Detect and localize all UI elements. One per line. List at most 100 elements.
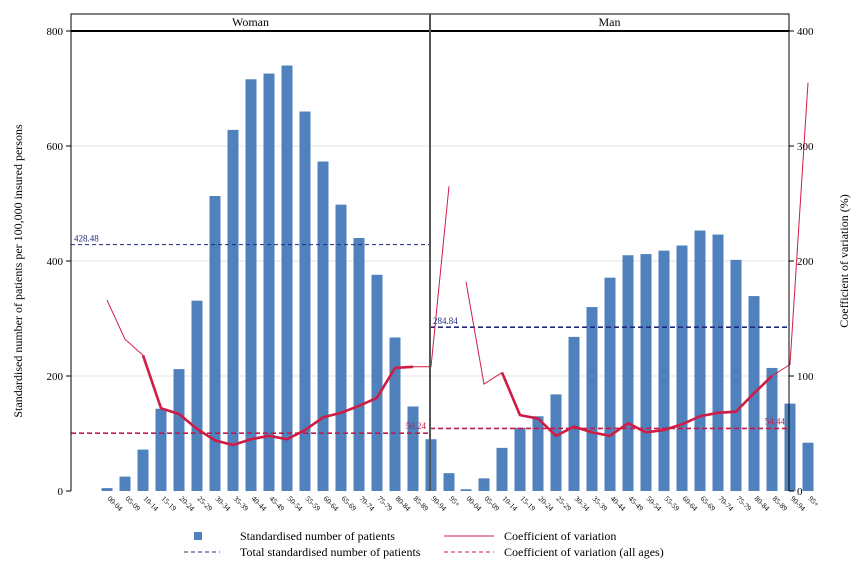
- cv-all-reference-label: 50.24: [406, 421, 427, 431]
- bar: [640, 254, 652, 491]
- bar: [119, 476, 131, 491]
- bars-layer: [101, 65, 814, 492]
- bar: [784, 403, 796, 491]
- bar: [371, 274, 383, 491]
- bar: [101, 488, 113, 491]
- bar: [730, 259, 742, 491]
- bar: [227, 129, 239, 491]
- bar: [514, 427, 526, 491]
- bar: [317, 161, 329, 491]
- x-tick-label: 05-09: [483, 494, 502, 513]
- bar: [443, 473, 455, 491]
- legend-label-cv: Coefficient of variation: [504, 529, 616, 543]
- x-tick-label: 50-54: [645, 494, 664, 513]
- y-left-axis-title: Standardised number of patients per 100,…: [11, 124, 25, 418]
- x-tick-label: 70-74: [717, 494, 736, 513]
- x-tick-label: 10-14: [142, 494, 161, 513]
- bar: [460, 489, 472, 491]
- frame-layer: [66, 13, 794, 492]
- bar: [281, 65, 293, 491]
- total-reference-label: 428.48: [74, 234, 99, 244]
- y-right-tick-label: 100: [797, 371, 814, 383]
- cv-line-thin: [771, 82, 809, 377]
- y-left-tick-label: 200: [47, 371, 64, 383]
- x-tick-label: 50-54: [286, 494, 305, 513]
- x-tick-label: 15-19: [160, 494, 179, 513]
- legend-label-total: Total standardised number of patients: [240, 545, 421, 559]
- x-tick-label: 25-29: [196, 494, 215, 513]
- total-reference-label: 284.84: [433, 316, 458, 326]
- cv-line-thin: [106, 299, 144, 356]
- y-left-tick-label: 600: [47, 141, 64, 153]
- cv-lines-layer: [106, 82, 809, 447]
- x-tick-label: 55-59: [663, 494, 682, 513]
- bar: [676, 245, 688, 491]
- bar: [802, 442, 814, 491]
- bar: [622, 255, 634, 491]
- panel-title: Man: [599, 15, 621, 29]
- bar: [766, 367, 778, 491]
- x-tick-label: 70-74: [358, 494, 377, 513]
- legend-label-cv_all: Coefficient of variation (all ages): [504, 545, 664, 559]
- bar: [478, 478, 490, 491]
- cv-line: [500, 372, 773, 438]
- x-tick-label: 55-59: [304, 494, 323, 513]
- x-tick-label: 40-44: [250, 494, 269, 513]
- x-tick-label: 00-04: [465, 494, 484, 513]
- x-tick-label: 80-84: [394, 494, 413, 513]
- x-tick-label: 85-89: [412, 494, 431, 513]
- x-tick-label: 45-49: [268, 494, 287, 513]
- y-left-tick-label: 0: [58, 486, 64, 498]
- bar: [658, 250, 670, 491]
- x-tick-label: 20-24: [178, 494, 197, 513]
- bar: [568, 336, 580, 491]
- x-tick-label: 65-69: [340, 494, 359, 513]
- bar: [335, 204, 347, 491]
- x-tick-label: 25-29: [555, 494, 574, 513]
- panel-title: Woman: [232, 15, 269, 29]
- cv-line-thin: [465, 281, 503, 385]
- bar: [586, 307, 598, 491]
- bar: [263, 73, 275, 492]
- bar: [173, 369, 185, 491]
- y-right-tick-label: 0: [797, 486, 803, 498]
- legend-swatch-patients: [194, 532, 202, 540]
- x-tick-label: 80-84: [753, 494, 772, 513]
- bar: [604, 277, 616, 491]
- y-right-axis-title: Coefficient of variation (%): [837, 194, 851, 327]
- x-tick-label: 85-89: [771, 494, 790, 513]
- y-right-tick-label: 200: [797, 256, 814, 268]
- legend-label-patients: Standardised number of patients: [240, 529, 395, 543]
- x-tick-label: 65-69: [699, 494, 718, 513]
- x-tick-label: 15-19: [519, 494, 538, 513]
- bar: [694, 230, 706, 491]
- cv-line: [141, 354, 414, 447]
- x-tick-label: 75-79: [376, 494, 395, 513]
- cv-all-reference-label: 54.44: [765, 416, 786, 426]
- bar: [191, 300, 203, 491]
- reference-lines-layer: 428.48 50.24 284.84 54.44: [71, 234, 789, 435]
- bar: [496, 447, 508, 491]
- x-tick-label: 75-79: [735, 494, 754, 513]
- x-tick-label: 35-39: [232, 494, 251, 513]
- bar: [389, 337, 401, 491]
- y-left-tick-label: 400: [47, 256, 64, 268]
- x-tick-label: 10-14: [501, 494, 520, 513]
- x-tick-label: 30-34: [214, 494, 233, 513]
- y-right-tick-label: 300: [797, 141, 814, 153]
- x-tick-label: 00-04: [106, 494, 125, 513]
- y-left-tick-label: 800: [47, 26, 64, 38]
- x-tick-label: 60-64: [322, 494, 341, 513]
- bar: [407, 406, 419, 491]
- x-tick-label: 95+: [807, 494, 822, 509]
- x-tick-label: 95+: [448, 494, 463, 509]
- x-tick-label: 90-94: [430, 494, 449, 513]
- x-tick-label: 20-24: [537, 494, 556, 513]
- bar: [155, 408, 167, 491]
- bar: [550, 394, 562, 491]
- bar: [137, 449, 149, 491]
- x-tick-label: 45-49: [627, 494, 646, 513]
- x-tick-label: 05-09: [124, 494, 143, 513]
